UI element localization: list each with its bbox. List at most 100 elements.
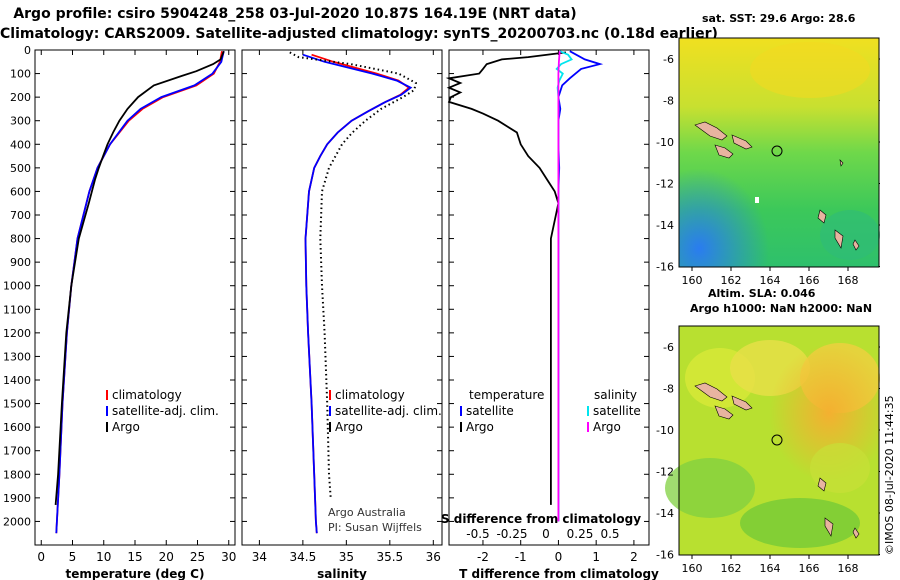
y-tick-label: 700 <box>10 209 31 222</box>
salinity-series-argo <box>289 51 418 498</box>
panel-difference: -2 -1 0 1 2 T difference from climatology temp… <box>441 49 659 580</box>
temperature-x-tick-label: 30 <box>221 550 236 564</box>
sst-island-2 <box>714 144 734 159</box>
sst-island-6 <box>852 239 860 251</box>
map-x-tick-label: 162 <box>721 562 742 575</box>
y-tick-label: 1400 <box>3 374 31 387</box>
sst-map-label: sat. SST: 29.6 Argo: 28.6 <box>702 12 856 25</box>
temperature-x-tick-label: 10 <box>96 550 111 564</box>
temperature-legend-label: Argo <box>112 420 140 434</box>
map-x-tick-label: 160 <box>682 562 703 575</box>
chart-title-line1: Argo profile: csiro 5904248_258 03-Jul-2… <box>13 6 577 22</box>
map-x-tick-label: 160 <box>682 274 703 287</box>
map-y-tick-label: -12 <box>656 466 674 479</box>
map-y-tick-label: -12 <box>656 178 674 191</box>
salinity-xlabel: salinity <box>317 567 367 580</box>
map-y-tick-label: -16 <box>656 261 674 274</box>
temperature-x-tick-label: 5 <box>69 550 77 564</box>
diff-s-xlabel: S difference from climatology <box>441 512 641 526</box>
y-tick-label: 500 <box>10 162 31 175</box>
panel-salinity: 34 34.5 35 35.5 36 salinity climatology satelli… <box>241 49 443 580</box>
y-tick-label: 1700 <box>3 445 31 458</box>
sla-island-5 <box>824 517 834 537</box>
sla-island-6 <box>852 527 860 539</box>
difference-xlabel: T difference from climatology <box>459 567 659 580</box>
difference-series-salinity-satellite <box>555 50 573 522</box>
map-x-tick-label: 168 <box>838 562 859 575</box>
salinity-legend-label: climatology <box>335 388 405 402</box>
diff-legend-sal-label: Argo <box>593 420 621 434</box>
y-tick-label: 1300 <box>3 350 31 363</box>
temperature-series-climatology <box>55 51 223 534</box>
sla-island-4 <box>817 477 827 492</box>
difference-x-tick-label: 2 <box>630 550 638 564</box>
temperature-frame <box>34 49 236 546</box>
difference-series-temperature-argo <box>445 51 567 505</box>
diff-legend-temp-label: Argo <box>466 420 494 434</box>
sla-island-3 <box>731 395 753 411</box>
sla-island-2 <box>714 405 734 420</box>
salinity-frame <box>241 49 443 546</box>
diff-s-tick-label: 0 <box>542 527 550 541</box>
sst-island-3 <box>731 134 753 150</box>
map-y-tick-label: -16 <box>656 549 674 562</box>
map-y-tick-label: -8 <box>663 95 674 108</box>
map-y-tick-label: -8 <box>663 383 674 396</box>
salinity-legend-label: satellite-adj. clim. <box>335 404 442 418</box>
temperature-x-tick-label: 25 <box>190 550 205 564</box>
temperature-xlabel: temperature (deg C) <box>66 567 205 580</box>
y-tick-label: 1800 <box>3 468 31 481</box>
salinity-legend-label: Argo <box>335 420 363 434</box>
temperature-series-satellite-adj-clim- <box>55 50 225 534</box>
y-tick-label: 1000 <box>3 280 31 293</box>
map-x-tick-label: 164 <box>760 274 781 287</box>
imos-timestamp: ©IMOS 08-Jul-2020 11:44:35 <box>883 395 896 555</box>
map-x-tick-label: 166 <box>799 274 820 287</box>
salinity-x-tick-label: 34.5 <box>290 550 317 564</box>
diff-s-tick-label: -0.5 <box>466 527 489 541</box>
salinity-series-climatology <box>304 53 411 534</box>
sst-island-1 <box>694 121 728 141</box>
diff-legend-temp-title: temperature <box>469 388 544 402</box>
y-tick-label: 200 <box>10 91 31 104</box>
y-tick-label: 1600 <box>3 421 31 434</box>
sla-island-1 <box>694 382 728 402</box>
temperature-x-tick-label: 0 <box>37 550 45 564</box>
y-tick-label: 400 <box>10 138 31 151</box>
map-y-tick-label: -6 <box>663 53 674 66</box>
salinity-x-tick-label: 35.5 <box>376 550 403 564</box>
sla-map-label-1: Altim. SLA: 0.046 <box>708 287 816 300</box>
y-tick-label: 300 <box>10 115 31 128</box>
diff-s-tick-label: 0.25 <box>567 527 594 541</box>
salinity-attribution: Argo Australia <box>328 506 406 519</box>
sla-map-label-2: Argo h1000: NaN h2000: NaN <box>690 302 873 315</box>
map-x-tick-label: 164 <box>760 562 781 575</box>
sst-island-7 <box>839 159 844 167</box>
y-tick-label: 2000 <box>3 515 31 528</box>
salinity-x-tick-label: 36 <box>426 550 441 564</box>
sst-island-4 <box>817 209 827 224</box>
y-tick-label: 0 <box>24 44 31 57</box>
salinity-attribution: PI: Susan Wijffels <box>328 521 422 534</box>
map-y-tick-label: -6 <box>663 341 674 354</box>
map-x-tick-label: 162 <box>721 274 742 287</box>
sla-map: -6 -8 -10 -12 -14 -16 160 162 164 166 168 <box>656 325 880 575</box>
diff-legend-sal-label: satellite <box>593 404 641 418</box>
map-y-tick-label: -14 <box>656 219 674 232</box>
map-y-tick-label: -10 <box>656 424 674 437</box>
y-tick-label: 600 <box>10 185 31 198</box>
map-x-tick-label: 166 <box>799 562 820 575</box>
y-tick-label: 1500 <box>3 398 31 411</box>
salinity-x-tick-label: 35 <box>339 550 354 564</box>
chart-title-line2: Climatology: CARS2009. Satellite-adjuste… <box>0 26 718 42</box>
temperature-legend-label: satellite-adj. clim. <box>112 404 219 418</box>
difference-series-salinity-argo <box>557 51 561 522</box>
y-tick-label: 900 <box>10 256 31 269</box>
y-tick-label: 1900 <box>3 492 31 505</box>
map-x-tick-label: 168 <box>838 274 859 287</box>
temperature-legend-label: climatology <box>112 388 182 402</box>
map-y-tick-label: -14 <box>656 507 674 520</box>
y-tick-label: 800 <box>10 233 31 246</box>
difference-series-temperature-satellite <box>557 50 604 522</box>
map-y-tick-label: -10 <box>656 136 674 149</box>
